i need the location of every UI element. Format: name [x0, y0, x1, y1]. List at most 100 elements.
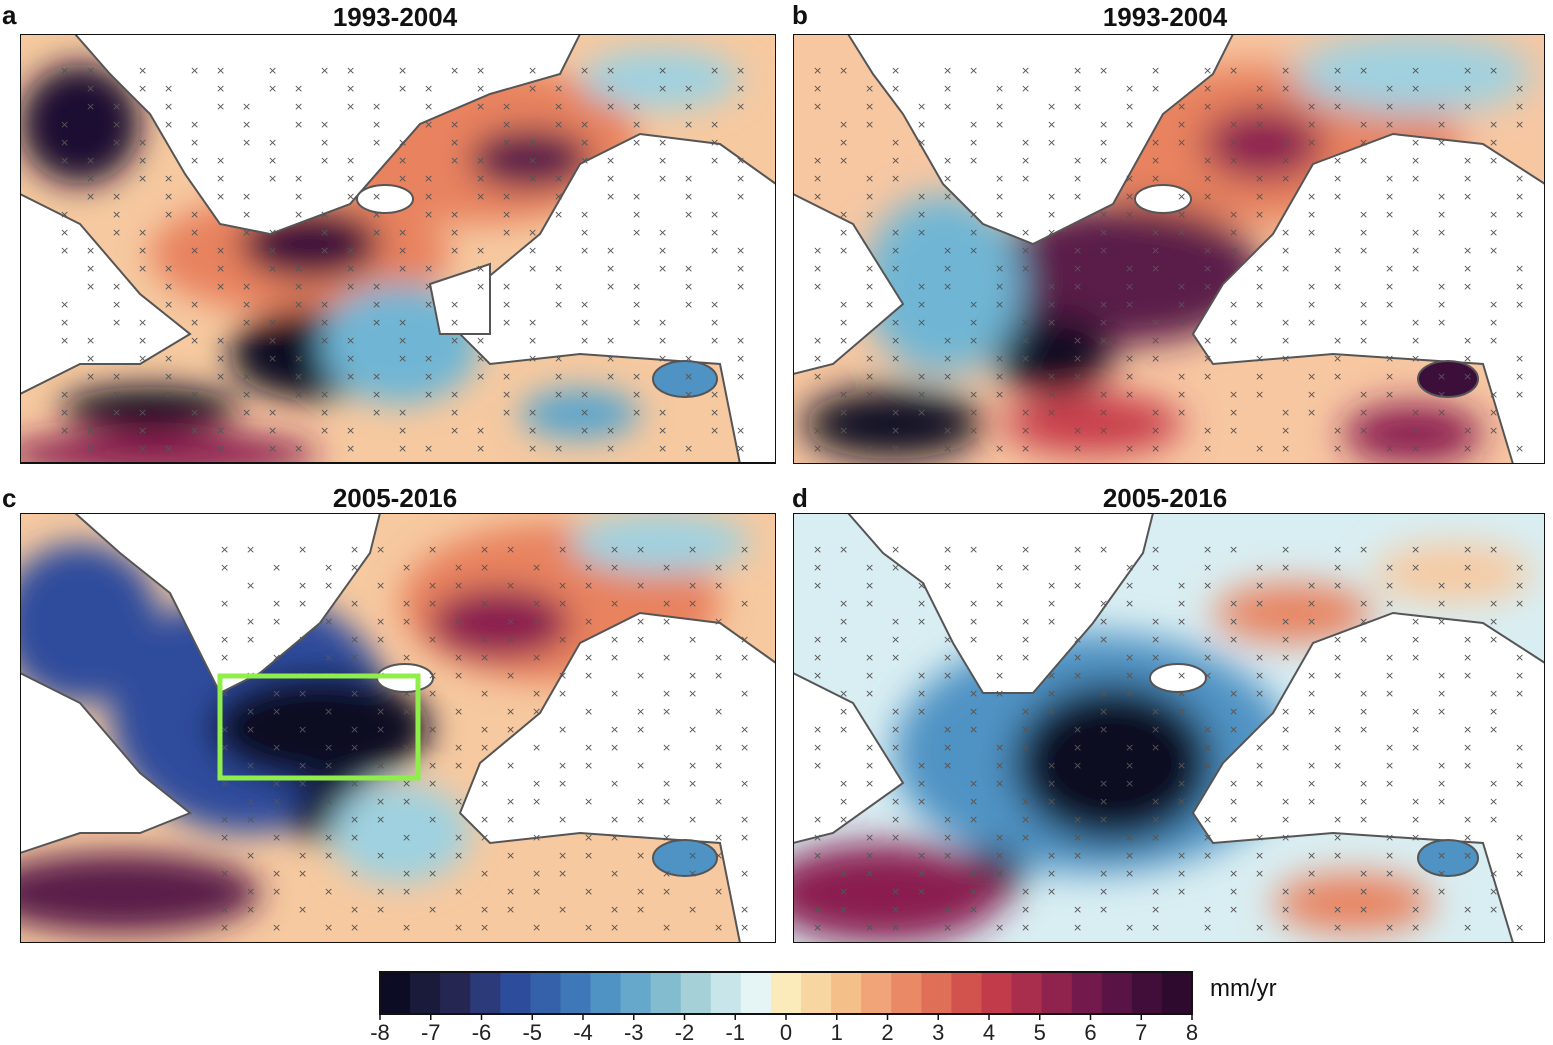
colorbar-swatch [951, 972, 983, 1014]
significance-marker: × [502, 190, 511, 203]
significance-marker: × [112, 406, 121, 419]
significance-marker: × [1359, 244, 1368, 257]
significance-marker: × [398, 172, 407, 185]
significance-marker: × [1333, 154, 1342, 167]
significance-marker: × [476, 370, 485, 383]
significance-marker: × [454, 705, 463, 718]
significance-marker: × [350, 633, 359, 646]
significance-marker: × [242, 208, 251, 221]
significance-marker: × [1177, 705, 1186, 718]
significance-marker: × [891, 172, 900, 185]
significance-marker: × [1177, 208, 1186, 221]
significance-marker: × [584, 759, 593, 772]
significance-marker: × [606, 154, 615, 167]
significance-marker: × [1125, 262, 1134, 275]
map-panel-d: × × × × × × × × × × × × × × × × × × × × × × × × × × × × × × × × × × × × × × × ×… [793, 513, 1545, 943]
significance-marker: × [917, 190, 926, 203]
significance-marker: × [710, 226, 719, 239]
significance-marker: × [610, 723, 619, 736]
significance-marker: × [1021, 334, 1030, 347]
significance-marker: × [428, 723, 437, 736]
significance-marker: × [350, 777, 359, 790]
significance-marker: × [1333, 370, 1342, 383]
significance-marker: × [298, 813, 307, 826]
significance-marker: × [1073, 100, 1082, 113]
significance-marker: × [1489, 615, 1498, 628]
significance-marker: × [736, 100, 745, 113]
significance-marker: × [740, 633, 749, 646]
significance-marker: × [454, 651, 463, 664]
significance-marker: × [891, 406, 900, 419]
significance-marker: × [398, 406, 407, 419]
significance-marker: × [350, 831, 359, 844]
significance-marker: × [839, 903, 848, 916]
significance-marker: × [506, 795, 515, 808]
significance-marker: × [424, 388, 433, 401]
significance-marker: × [1073, 370, 1082, 383]
significance-marker: × [891, 244, 900, 257]
significance-marker: × [580, 64, 589, 77]
significance-marker: × [1333, 352, 1342, 365]
significance-marker: × [476, 424, 485, 437]
significance-marker: × [324, 759, 333, 772]
significance-marker: × [1203, 190, 1212, 203]
significance-marker: × [1203, 633, 1212, 646]
significance-marker: × [402, 885, 411, 898]
significance-marker: × [112, 298, 121, 311]
significance-marker: × [1073, 442, 1082, 455]
significance-marker: × [350, 723, 359, 736]
significance-marker: × [138, 136, 147, 149]
significance-marker: × [1411, 244, 1420, 257]
significance-marker: × [428, 813, 437, 826]
significance-marker: × [294, 100, 303, 113]
significance-marker: × [1047, 226, 1056, 239]
significance-marker: × [1203, 921, 1212, 934]
significance-marker: × [220, 867, 229, 880]
significance-marker: × [190, 298, 199, 311]
significance-marker: × [1073, 669, 1082, 682]
significance-marker: × [164, 370, 173, 383]
significance-marker: × [1359, 543, 1368, 556]
significance-marker: × [220, 777, 229, 790]
significance-marker: × [891, 442, 900, 455]
significance-marker: × [736, 370, 745, 383]
colorbar-swatch [861, 972, 892, 1014]
significance-marker: × [1515, 741, 1524, 754]
significance-marker: × [969, 723, 978, 736]
significance-marker: × [813, 370, 822, 383]
significance-marker: × [636, 885, 645, 898]
significance-marker: × [658, 334, 667, 347]
significance-marker: × [268, 334, 277, 347]
significance-marker: × [1047, 759, 1056, 772]
significance-marker: × [324, 579, 333, 592]
significance-marker: × [350, 561, 359, 574]
significance-marker: × [917, 669, 926, 682]
significance-marker: × [969, 298, 978, 311]
significance-marker: × [402, 615, 411, 628]
significance-marker: × [1411, 633, 1420, 646]
significance-marker: × [1073, 82, 1082, 95]
significance-marker: × [294, 172, 303, 185]
significance-marker: × [402, 831, 411, 844]
significance-marker: × [917, 885, 926, 898]
significance-marker: × [1047, 190, 1056, 203]
significance-marker: × [995, 190, 1004, 203]
significance-marker: × [528, 226, 537, 239]
significance-marker: × [428, 867, 437, 880]
significance-marker: × [398, 154, 407, 167]
significance-marker: × [662, 867, 671, 880]
significance-marker: × [839, 154, 848, 167]
significance-marker: × [164, 172, 173, 185]
significance-marker: × [1463, 813, 1472, 826]
significance-marker: × [1489, 633, 1498, 646]
significance-marker: × [580, 298, 589, 311]
significance-marker: × [1229, 244, 1238, 257]
significance-marker: × [528, 316, 537, 329]
significance-marker: × [216, 370, 225, 383]
significance-marker: × [632, 100, 641, 113]
significance-marker: × [138, 316, 147, 329]
significance-marker: × [242, 316, 251, 329]
colorbar-swatch [410, 972, 441, 1014]
significance-marker: × [1125, 759, 1134, 772]
significance-marker: × [839, 406, 848, 419]
